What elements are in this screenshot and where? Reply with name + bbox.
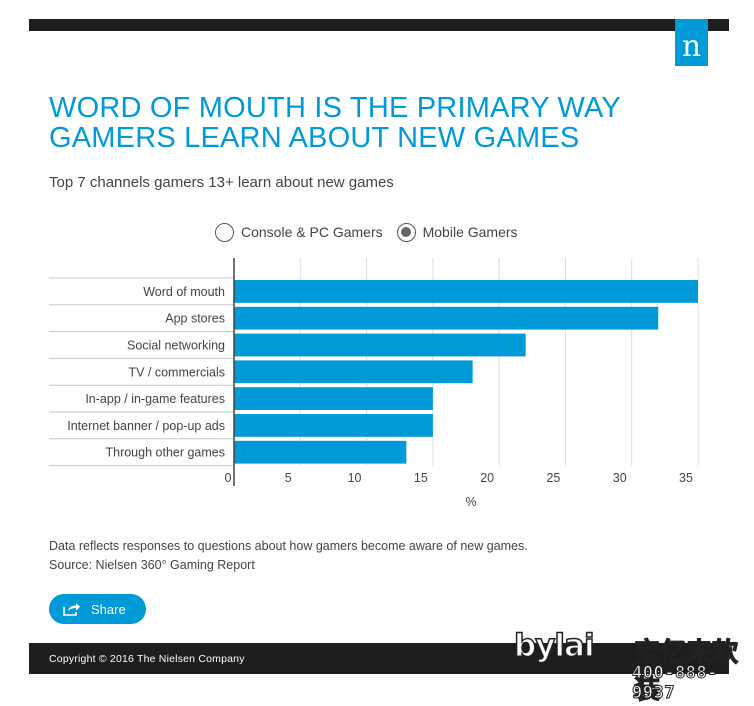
tick-label: 30 bbox=[613, 471, 627, 485]
top-bar bbox=[29, 19, 729, 31]
bar-chart: Word of mouth App stores Social networking… bbox=[49, 258, 699, 509]
data-note: Data reflects responses to questions abo… bbox=[49, 539, 528, 553]
bar bbox=[234, 414, 433, 437]
bar bbox=[234, 387, 433, 410]
subtitle: Top 7 channels gamers 13+ learn about ne… bbox=[49, 174, 394, 191]
watermark: bylai 宝亿来软装 400-888-9937 bbox=[513, 627, 749, 705]
watermark-phone: 400-888-9937 bbox=[632, 663, 718, 704]
category-label: TV / commercials bbox=[128, 365, 225, 379]
tick-label: 0 bbox=[225, 471, 232, 485]
tick-label: 5 bbox=[285, 471, 292, 485]
footer: Copyright © 2016 The Nielsen Company bbox=[29, 643, 729, 674]
share-button[interactable]: Share bbox=[49, 594, 146, 624]
watermark-cn: 宝亿来软装 bbox=[633, 637, 739, 705]
tick-label: 35 bbox=[679, 471, 693, 485]
watermark-brand: bylai bbox=[513, 627, 595, 665]
category-label: Social networking bbox=[127, 339, 225, 353]
legend-label: Mobile Gamers bbox=[422, 224, 518, 240]
category-label: Through other games bbox=[105, 446, 225, 460]
legend-option-console-pc[interactable]: Console & PC Gamers bbox=[215, 222, 383, 242]
bar bbox=[234, 360, 473, 384]
tick-label: 10 bbox=[348, 471, 362, 485]
bar bbox=[234, 333, 526, 357]
tick-label: 15 bbox=[414, 471, 428, 485]
legend-option-mobile[interactable]: Mobile Gamers bbox=[396, 222, 518, 242]
title-line-2: GAMERS LEARN ABOUT NEW GAMES bbox=[49, 122, 580, 154]
category-label: In-app / in-game features bbox=[85, 392, 225, 406]
copyright-text: Copyright © 2016 The Nielsen Company bbox=[49, 653, 245, 665]
bar bbox=[234, 280, 698, 303]
tick-label: 20 bbox=[480, 471, 494, 485]
tick-label: 25 bbox=[546, 471, 560, 485]
share-icon bbox=[63, 603, 80, 616]
legend: Console & PC Gamers Mobile Gamers bbox=[215, 220, 532, 244]
radio-icon[interactable] bbox=[215, 222, 234, 242]
legend-label: Console & PC Gamers bbox=[241, 224, 383, 240]
page-title: WORD OF MOUTH IS THE PRIMARY WAY GAMERS … bbox=[49, 93, 689, 153]
radio-selected-icon[interactable] bbox=[396, 222, 416, 242]
category-label: App stores bbox=[165, 312, 225, 326]
title-line-1: WORD OF MOUTH IS THE PRIMARY WAY bbox=[49, 92, 621, 124]
share-label: Share bbox=[91, 601, 126, 617]
nielsen-logo: n bbox=[675, 19, 708, 66]
category-label: Internet banner / pop-up ads bbox=[67, 419, 225, 433]
category-label: Word of mouth bbox=[143, 285, 225, 299]
bar bbox=[234, 306, 659, 330]
x-axis-label: % bbox=[465, 495, 476, 509]
source-note: Source: Nielsen 360° Gaming Report bbox=[49, 558, 255, 572]
bar bbox=[234, 440, 407, 464]
